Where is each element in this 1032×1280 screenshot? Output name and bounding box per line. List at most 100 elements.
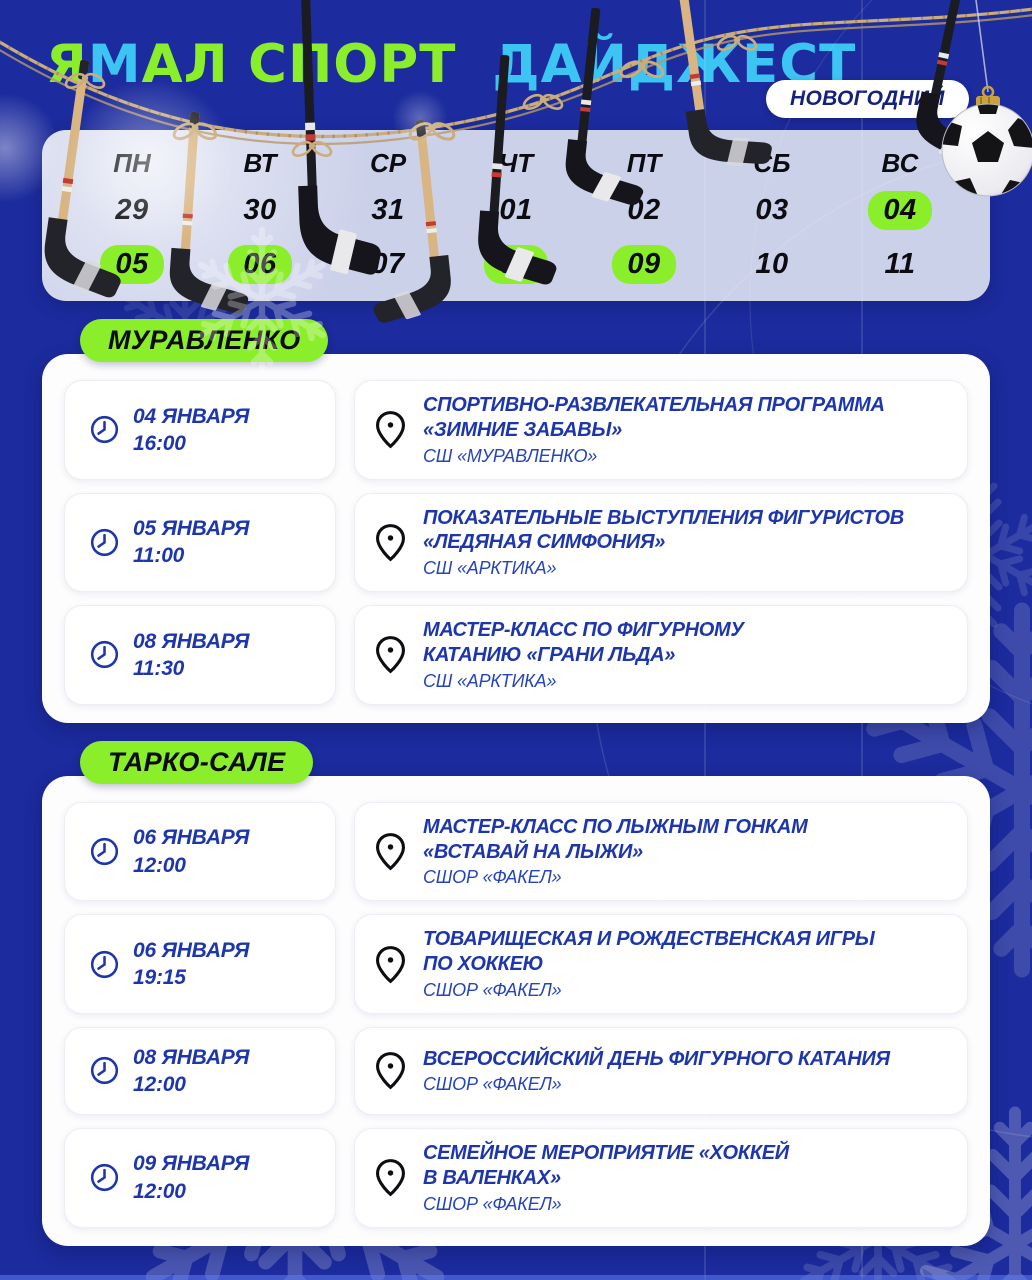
location-pin-icon xyxy=(376,1159,405,1197)
event-time-text: 08 ЯНВАРЯ 11:30 xyxy=(133,628,249,683)
calendar-date-label: 02 xyxy=(627,193,661,226)
event-title-line: В ВАЛЕНКАХ» xyxy=(423,1166,561,1189)
calendar-date-label: 10 xyxy=(755,247,789,280)
event-time-card: 06 ЯНВАРЯ 12:00 xyxy=(64,801,336,902)
event-title-line: ТОВАРИЩЕСКАЯ И РОЖДЕСТВЕНСКАЯ ИГРЫ xyxy=(423,928,875,951)
event-time-text: 05 ЯНВАРЯ 11:00 xyxy=(133,515,249,570)
calendar-date-label: 04 xyxy=(868,190,932,230)
event-location: СШОР «ФАКЕЛ» xyxy=(423,867,562,888)
event-info-card: ПОКАЗАТЕЛЬНЫЕ ВЫСТУПЛЕНИЯ ФИГУРИСТОВ «ЛЕД… xyxy=(354,492,968,593)
event-info-card: МАСТЕР-КЛАСС ПО ФИГУРНОМУ КАТАНИЮ «ГРАНИ … xyxy=(354,605,968,705)
event-info-text: МАСТЕР-КЛАСС ПО ЛЫЖНЫМ ГОНКАМ «ВСТАВАЙ НА… xyxy=(423,815,808,889)
calendar-date: 08 xyxy=(452,239,580,289)
events-panel: 06 ЯНВАРЯ 12:00 МАСТЕР-КЛАСС ПО ЛЫЖНЫМ Г… xyxy=(42,775,990,1246)
calendar-date-label: 09 xyxy=(612,244,676,284)
event-title-line: СЕМЕЙНОЕ МЕРОПРИЯТИЕ «ХОККЕЙ xyxy=(423,1141,789,1164)
event-title-line: МАСТЕР-КЛАСС ПО ФИГУРНОМУ xyxy=(423,619,744,642)
event-title-line: МАСТЕР-КЛАСС ПО ЛЫЖНЫМ ГОНКАМ xyxy=(423,815,808,838)
calendar-date-label: 29 xyxy=(115,193,149,226)
event-time-text: 06 ЯНВАРЯ 12:00 xyxy=(133,824,249,879)
event-time: 12:00 xyxy=(133,1179,186,1203)
event-date: 04 ЯНВАРЯ xyxy=(133,404,250,428)
calendar-date: 09 xyxy=(580,239,708,289)
event-info-card: СПОРТИВНО-РАЗВЛЕКАТЕЛЬНАЯ ПРОГРАММА «ЗИМН… xyxy=(354,380,968,480)
event-date: 05 ЯНВАРЯ xyxy=(133,517,250,541)
event-time: 11:00 xyxy=(133,544,185,568)
event-time-card: 09 ЯНВАРЯ 12:00 xyxy=(64,1127,336,1228)
city-label: МУРАВЛЕНКО xyxy=(108,325,301,355)
event-row: 06 ЯНВАРЯ 19:15 ТОВАРИЩЕСКАЯ И РОЖДЕСТВЕ… xyxy=(64,914,968,1014)
city-section-pill: ТАРКО-САЛЕ xyxy=(80,740,314,784)
calendar-date-label: 11 xyxy=(884,247,916,280)
city-section-pill: МУРАВЛЕНКО xyxy=(80,319,329,362)
event-date: 09 ЯНВАРЯ xyxy=(133,1152,250,1176)
event-info-card: МАСТЕР-КЛАСС ПО ЛЫЖНЫМ ГОНКАМ «ВСТАВАЙ НА… xyxy=(354,801,968,902)
event-row: 08 ЯНВАРЯ 11:30 МАСТЕР-КЛАСС ПО ФИГУРНОМ… xyxy=(64,605,968,705)
event-info-card: СЕМЕЙНОЕ МЕРОПРИЯТИЕ «ХОККЕЙ В ВАЛЕНКАХ» … xyxy=(354,1127,968,1228)
clock-icon xyxy=(90,837,119,866)
calendar-date-label: 03 xyxy=(755,193,789,226)
event-location: СШ «АРКТИКА» xyxy=(423,558,557,579)
location-pin-icon xyxy=(376,636,405,674)
calendar-panel: ПН ВТ СР ЧТ ПТ СБ ВС 29 30 31 01 02 03 0… xyxy=(42,130,990,301)
event-time-card: 08 ЯНВАРЯ 11:30 xyxy=(64,605,336,705)
event-info-card: ТОВАРИЩЕСКАЯ И РОЖДЕСТВЕНСКАЯ ИГРЫ ПО ХОК… xyxy=(354,914,968,1014)
calendar-day-header: СБ xyxy=(753,148,791,178)
event-title: МАСТЕР-КЛАСС ПО ЛЫЖНЫМ ГОНКАМ «ВСТАВАЙ НА… xyxy=(423,815,808,865)
calendar-day-header: ПН xyxy=(113,148,151,178)
calendar-day-header: ВС xyxy=(881,148,919,178)
event-title: МАСТЕР-КЛАСС ПО ФИГУРНОМУ КАТАНИЮ «ГРАНИ … xyxy=(423,618,744,668)
event-location: СШОР «ФАКЕЛ» xyxy=(423,979,562,1000)
event-info-text: МАСТЕР-КЛАСС ПО ФИГУРНОМУ КАТАНИЮ «ГРАНИ … xyxy=(423,618,744,692)
header: ЯМАЛ СПОРТ ДАЙДЖЕСТ НОВОГОДНИЙ xyxy=(0,0,1032,130)
location-pin-icon xyxy=(376,1052,405,1090)
event-time-card: 05 ЯНВАРЯ 11:00 xyxy=(64,492,336,593)
event-row: 06 ЯНВАРЯ 12:00 МАСТЕР-КЛАСС ПО ЛЫЖНЫМ Г… xyxy=(64,801,968,902)
calendar-day-header: ПТ xyxy=(626,148,662,178)
event-date: 06 ЯНВАРЯ xyxy=(133,938,250,962)
calendar-date: 05 xyxy=(68,239,196,289)
clock-icon xyxy=(90,528,119,556)
event-time: 16:00 xyxy=(133,431,186,455)
event-title-line: ПО ХОККЕЮ xyxy=(423,953,544,976)
event-title: ВСЕРОССИЙСКИЙ ДЕНЬ ФИГУРНОГО КАТАНИЯ xyxy=(423,1047,890,1072)
calendar-date: 04 xyxy=(836,185,964,235)
event-title: ТОВАРИЩЕСКАЯ И РОЖДЕСТВЕНСКАЯ ИГРЫ ПО ХОК… xyxy=(423,927,875,977)
event-title-line: ВСЕРОССИЙСКИЙ ДЕНЬ ФИГУРНОГО КАТАНИЯ xyxy=(423,1047,890,1070)
event-title: СПОРТИВНО-РАЗВЛЕКАТЕЛЬНАЯ ПРОГРАММА «ЗИМН… xyxy=(423,393,885,443)
poster-title: ЯМАЛ СПОРТ ДАЙДЖЕСТ xyxy=(46,34,856,95)
calendar-date: 30 xyxy=(196,185,324,235)
calendar-date-label: 31 xyxy=(371,193,405,226)
calendar-day-header: СР xyxy=(369,148,407,178)
calendar-date-label: 05 xyxy=(100,244,164,284)
title-part-1: Я xyxy=(46,34,88,95)
event-time: 11:30 xyxy=(133,656,185,680)
event-title: ПОКАЗАТЕЛЬНЫЕ ВЫСТУПЛЕНИЯ ФИГУРИСТОВ «ЛЕД… xyxy=(423,506,904,556)
event-location: СШ «АРКТИКА» xyxy=(423,670,557,691)
event-info-text: ПОКАЗАТЕЛЬНЫЕ ВЫСТУПЛЕНИЯ ФИГУРИСТОВ «ЛЕД… xyxy=(423,506,904,580)
calendar-date: 06 xyxy=(196,239,324,289)
event-time: 12:00 xyxy=(133,853,186,877)
event-time: 19:15 xyxy=(133,966,186,990)
event-time-card: 04 ЯНВАРЯ 16:00 xyxy=(64,380,336,480)
calendar-date: 03 xyxy=(708,185,836,235)
yamal-logo-m: М xyxy=(87,34,142,95)
event-title-line: «ЗИМНИЕ ЗАБАВЫ» xyxy=(423,418,622,441)
event-time: 12:00 xyxy=(133,1072,186,1096)
sections: МУРАВЛЕНКО 04 ЯНВАРЯ 16:00 СПОРТИВНО-РАЗ… xyxy=(0,301,1032,1246)
new-year-badge: НОВОГОДНИЙ xyxy=(766,80,969,118)
calendar-date: 29 xyxy=(68,185,196,235)
event-info-text: ТОВАРИЩЕСКАЯ И РОЖДЕСТВЕНСКАЯ ИГРЫ ПО ХОК… xyxy=(423,927,875,1001)
title-part-2: АЛ СПОРТ xyxy=(141,34,457,95)
calendar-date: 11 xyxy=(836,239,964,289)
event-time-text: 09 ЯНВАРЯ 12:00 xyxy=(133,1150,249,1205)
location-pin-icon xyxy=(376,523,405,562)
event-date: 08 ЯНВАРЯ xyxy=(133,629,250,653)
event-row: 04 ЯНВАРЯ 16:00 СПОРТИВНО-РАЗВЛЕКАТЕЛЬНА… xyxy=(64,380,968,480)
clock-icon xyxy=(90,416,119,444)
event-date: 08 ЯНВАРЯ xyxy=(133,1045,250,1069)
event-row: 05 ЯНВАРЯ 11:00 ПОКАЗАТЕЛЬНЫЕ ВЫСТУПЛЕНИ… xyxy=(64,492,968,593)
event-time-card: 06 ЯНВАРЯ 19:15 xyxy=(64,914,336,1014)
event-info-text: ВСЕРОССИЙСКИЙ ДЕНЬ ФИГУРНОГО КАТАНИЯ СШО… xyxy=(423,1047,890,1096)
location-pin-icon xyxy=(376,833,405,871)
